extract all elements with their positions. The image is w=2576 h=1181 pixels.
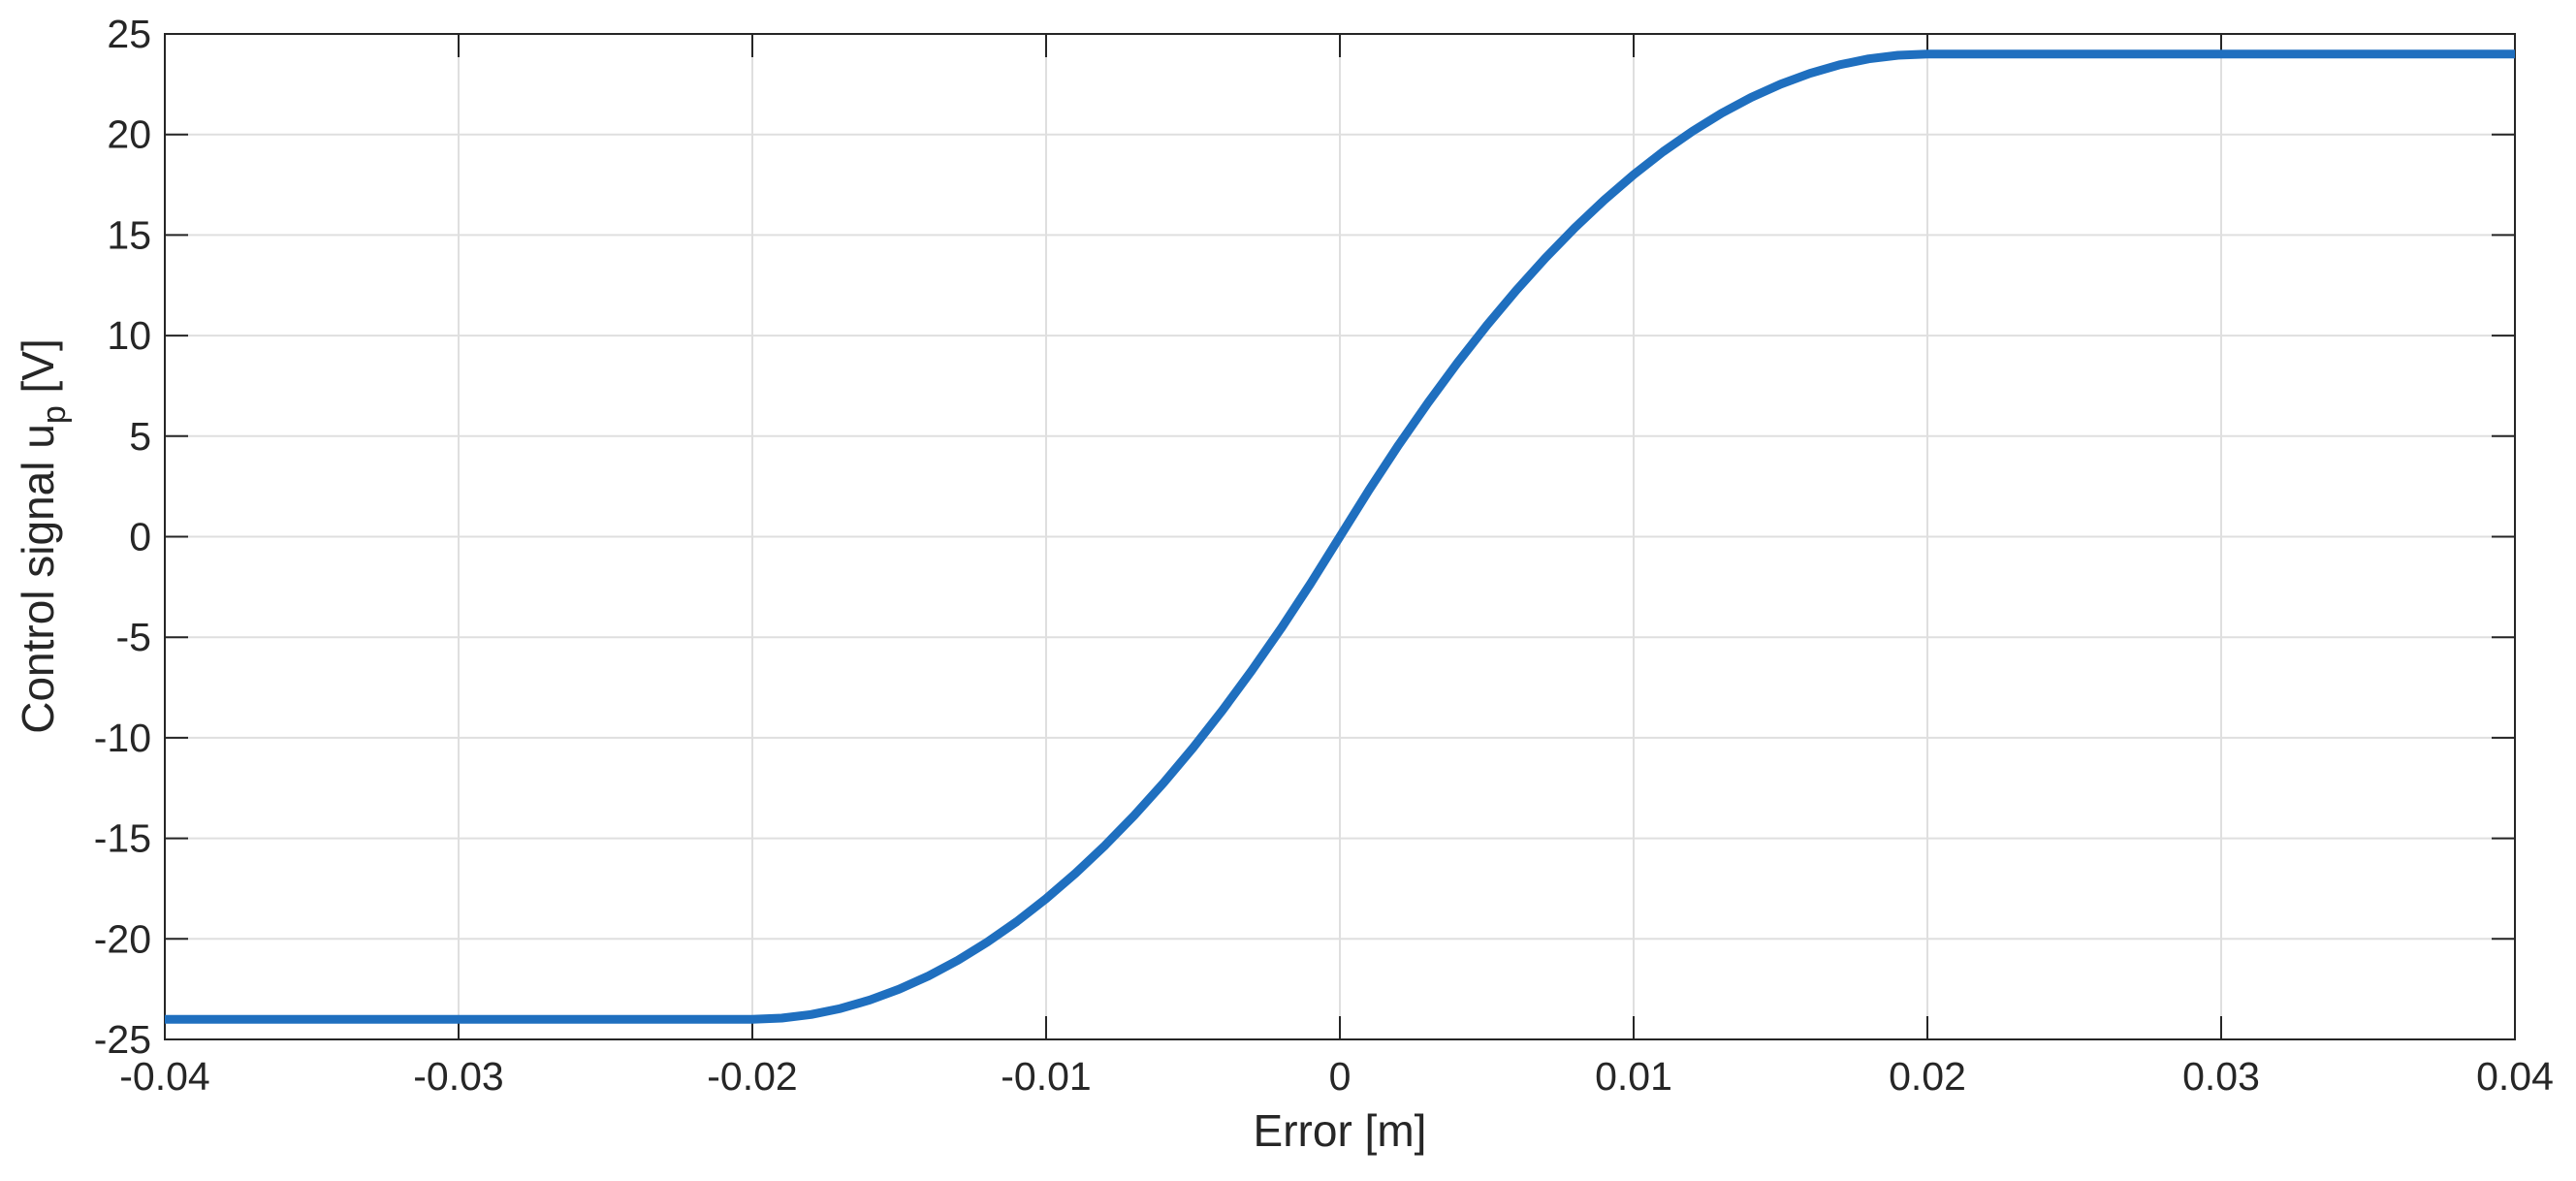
y-tick-label: 5 bbox=[129, 414, 151, 459]
y-tick-label: -25 bbox=[94, 1017, 151, 1062]
series-line bbox=[165, 49, 2515, 1024]
y-axis-title-main: Control signal u bbox=[13, 424, 63, 734]
x-tick-label: 0.03 bbox=[2182, 1054, 2260, 1099]
y-tick-label: 15 bbox=[107, 212, 151, 257]
x-axis-title: Error [m] bbox=[1254, 1105, 1427, 1156]
x-tick-label: 0.04 bbox=[2476, 1054, 2554, 1099]
x-tick-label: 0 bbox=[1329, 1054, 1352, 1099]
y-tick-label: 10 bbox=[107, 313, 151, 358]
y-tick-label: -5 bbox=[116, 615, 151, 659]
x-tick-label: -0.04 bbox=[119, 1054, 209, 1099]
x-tick-label: -0.01 bbox=[1001, 1054, 1091, 1099]
y-axis-title-unit: [V] bbox=[13, 338, 63, 405]
y-axis-title-subscript: p bbox=[36, 405, 73, 424]
y-tick-label: 0 bbox=[129, 515, 151, 559]
y-tick-label: -15 bbox=[94, 816, 151, 861]
plot-frame bbox=[164, 33, 2516, 1040]
x-tick-label: 0.02 bbox=[1889, 1054, 1966, 1099]
y-tick-label: 20 bbox=[107, 112, 151, 157]
y-tick-label: 25 bbox=[107, 12, 151, 56]
x-tick-label: -0.02 bbox=[707, 1054, 797, 1099]
y-tick-label: -10 bbox=[94, 716, 151, 760]
x-tick-labels: -0.04 -0.03 -0.02 -0.01 0 0.01 0.02 0.03 0.04 bbox=[119, 1054, 2554, 1099]
y-tick-label: -20 bbox=[94, 916, 151, 961]
series-layer bbox=[165, 49, 2515, 1024]
x-tick-label: 0.01 bbox=[1595, 1054, 1672, 1099]
y-tick-labels: -25 -20 -15 -10 -5 0 5 10 15 20 25 bbox=[94, 12, 151, 1062]
x-tick-label: -0.03 bbox=[413, 1054, 503, 1099]
y-axis-title: Control signal up [V] bbox=[13, 338, 73, 734]
